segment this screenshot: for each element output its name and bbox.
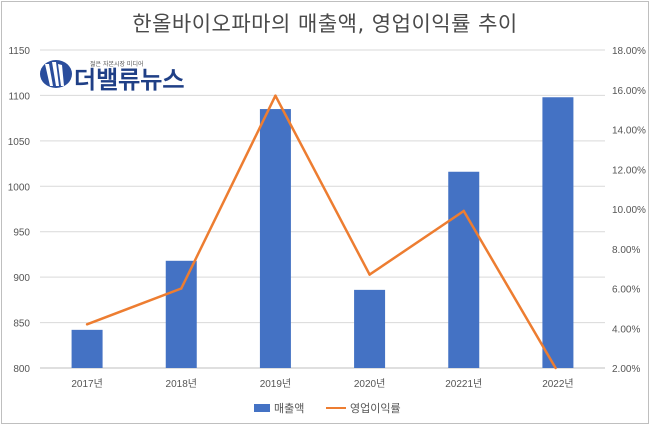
right-tick-label: 10.00%: [612, 205, 646, 216]
legend-label-margin: 영업이익률: [350, 402, 401, 415]
line-segment: [85, 287, 183, 326]
bar: [542, 97, 574, 368]
line-segment: [462, 209, 557, 370]
brand-emblem-icon: [40, 60, 72, 88]
left-tick-label: 900: [13, 273, 30, 284]
right-tick-label: 12.00%: [612, 165, 646, 176]
right-tick-label: 14.00%: [612, 126, 646, 137]
brand-tagline: 젊은 자본시장 미디어: [90, 60, 144, 68]
left-tick-label: 1100: [8, 91, 30, 102]
legend-swatch-sales: [254, 404, 270, 412]
left-tick-label: 850: [13, 319, 30, 330]
left-axis: 800 850 900 950 1000 1050 1100 1150: [8, 46, 31, 375]
x-tick-label: 2020년: [354, 378, 385, 390]
line-segment: [180, 94, 277, 290]
bar: [71, 329, 103, 368]
right-tick-label: 2.00%: [612, 364, 640, 375]
x-tick-label: 2017년: [71, 378, 102, 390]
bar-series: [71, 97, 574, 369]
bar: [354, 289, 386, 368]
right-tick-label: 6.00%: [612, 285, 640, 296]
chart-title: 한올바이오파마의 매출액, 영업이익률 추이: [132, 12, 518, 36]
legend: 매출액 영업이익률: [254, 402, 401, 415]
bar: [448, 171, 480, 368]
left-tick-label: 950: [13, 228, 30, 239]
x-tick-label: 2018년: [166, 378, 197, 390]
line-segment: [274, 94, 371, 276]
x-tick-label: 2019년: [260, 378, 291, 390]
right-tick-label: 8.00%: [612, 245, 640, 256]
right-tick-label: 16.00%: [612, 86, 646, 97]
brand-name: 더밸류뉴스: [74, 66, 184, 94]
bar: [259, 109, 291, 369]
right-axis: 2.00% 4.00% 6.00% 8.00% 10.00% 12.00% 14.00% 16…: [612, 46, 646, 375]
line-segment: [368, 209, 465, 276]
legend-label-sales: 매출액: [274, 402, 304, 415]
right-tick-label: 4.00%: [612, 324, 640, 335]
bar: [165, 260, 197, 368]
left-tick-label: 1000: [8, 182, 31, 193]
left-tick-label: 1050: [8, 137, 31, 148]
gridlines: [40, 49, 605, 369]
right-tick-label: 18.00%: [612, 46, 646, 57]
line-series: [85, 94, 557, 370]
left-tick-label: 800: [13, 364, 30, 375]
x-tick-label: 20221년: [445, 378, 482, 390]
x-axis: 2017년 2018년 2019년 2020년 20221년 2022년: [71, 378, 573, 390]
x-tick-label: 2022년: [542, 378, 573, 390]
left-tick-label: 1150: [8, 46, 30, 57]
brand-logo: 젊은 자본시장 미디어 더밸류뉴스: [40, 60, 184, 94]
